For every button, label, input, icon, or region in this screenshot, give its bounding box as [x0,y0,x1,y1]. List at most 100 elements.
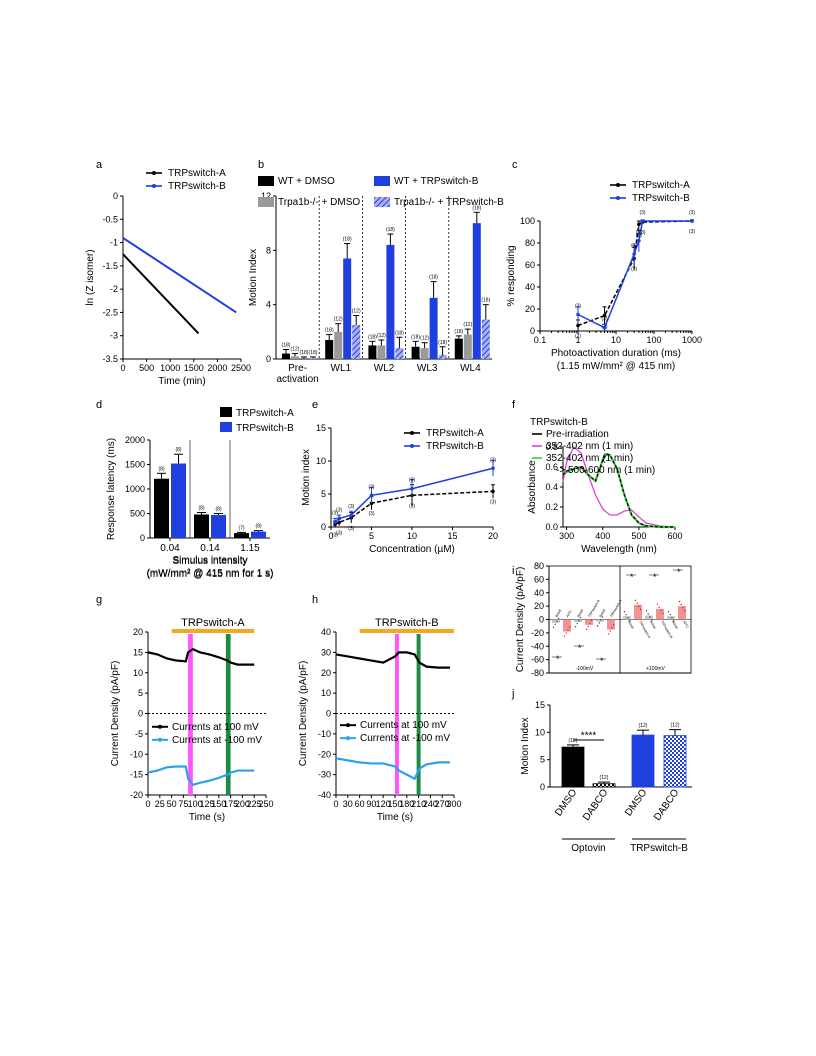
legend-swatch [374,197,390,207]
y-tick-label: 40 [525,282,535,292]
bar [194,514,209,538]
bar [343,258,352,359]
x-tick-label: 10 [407,531,417,541]
n-label: (12) [569,738,578,744]
bar [386,244,395,359]
dot [609,630,611,632]
y-tick-label: 20 [133,627,143,637]
n-label: (8) [175,447,181,453]
n-label: (3) [639,230,645,236]
x-tick-label: 500 [631,531,646,541]
y-tick-label: -20 [531,628,544,638]
data-point [602,325,607,330]
x-tick-label: 1 [575,335,580,345]
y-axis-label: Motion Index [520,717,531,774]
legend-marker [616,196,620,200]
bar [678,606,686,620]
data-point [491,466,495,471]
y-tick-label: 100 [520,216,535,226]
n-label: (3) [631,266,637,272]
category-label: Basal [554,608,562,618]
x-tick-label: 10 [611,335,621,345]
y-tick-label: -30 [318,770,331,780]
n-label: (18) [395,330,404,336]
x-tick-label: 1000 [682,335,702,345]
dot [656,603,659,605]
n-label: (3) [490,457,496,463]
legend-label: TRPswitch-B [168,181,226,192]
dot [650,619,653,621]
panel-a: a0-0.5-1-1.5-2-2.5-3-3.50 500 1000 1500 2000… [85,159,251,387]
x-tick-label: 120 [376,799,391,809]
bar [395,348,404,359]
x-tick-label: 0.1 [534,335,547,345]
y-tick-label: 1500 [125,460,145,470]
bar [211,514,226,538]
dot [627,616,629,619]
n-label: (3) [636,230,642,236]
y-tick-label: -10 [318,729,331,739]
y-tick-label: 500 [130,509,145,519]
x-tick-label: 90 [366,799,376,809]
dot [596,625,599,627]
green-irradiation-band [225,634,231,795]
bar [552,619,560,623]
data-point [410,486,414,491]
x-tick-label: 240 [423,799,438,809]
category-label: Pre- [288,363,307,374]
category-label: 1.15 [240,543,260,554]
category-label: Basal [576,608,584,618]
bar [420,348,429,359]
y-tick-label: 20 [534,601,544,611]
dot [639,608,642,610]
bar [300,358,308,359]
bar [438,354,447,359]
n-label: (18) [411,334,420,340]
legend-label: Currents at 100 mV [360,720,447,731]
bar [154,478,169,538]
n-label: (3) [368,484,374,490]
data-point [640,219,645,223]
legend-swatch [374,176,390,186]
legend-label: 352-402 nm (1 min) [546,453,633,464]
y-tick-label: 40 [321,627,331,637]
x-tick-label: 2000 [207,363,227,373]
data-point [637,239,641,243]
dot [567,629,569,631]
y-tick-label: 0 [266,354,271,364]
y-tick-label: -2.5 [102,307,118,317]
x-tick-label: 20 [488,531,498,541]
bar [309,358,317,359]
y-tick-label: 0.4 [545,482,558,492]
y-tick-label: 20 [321,668,331,678]
y-tick-label: 10 [133,668,143,678]
legend-marker [410,444,414,448]
n-label: (12) [352,309,361,315]
y-tick-label: 40 [534,588,544,598]
y-tick-label: 10 [535,727,545,737]
category-label: Basal [627,620,635,630]
y-tick-label: -15 [130,770,143,780]
data-point [333,519,337,524]
n-label: (18) [454,329,463,335]
x-tick-label: 270 [435,799,450,809]
series-line [577,220,693,327]
dot [554,623,556,626]
dot [601,616,604,618]
x-tick-label: 75 [178,799,188,809]
y-tick-label: 0 [540,782,545,792]
y-tick-label: 4 [266,300,271,310]
dot [607,633,610,635]
dot [634,599,637,601]
dot [645,610,648,612]
n-label: (18) [429,275,438,281]
n-label: (18) [325,328,334,334]
n-label: (3) [409,478,415,484]
series-line [562,445,676,528]
bar [282,353,290,359]
n-label: (3) [332,532,338,538]
n-label: (18) [438,340,447,346]
dot [578,619,580,622]
data-point [337,516,341,521]
